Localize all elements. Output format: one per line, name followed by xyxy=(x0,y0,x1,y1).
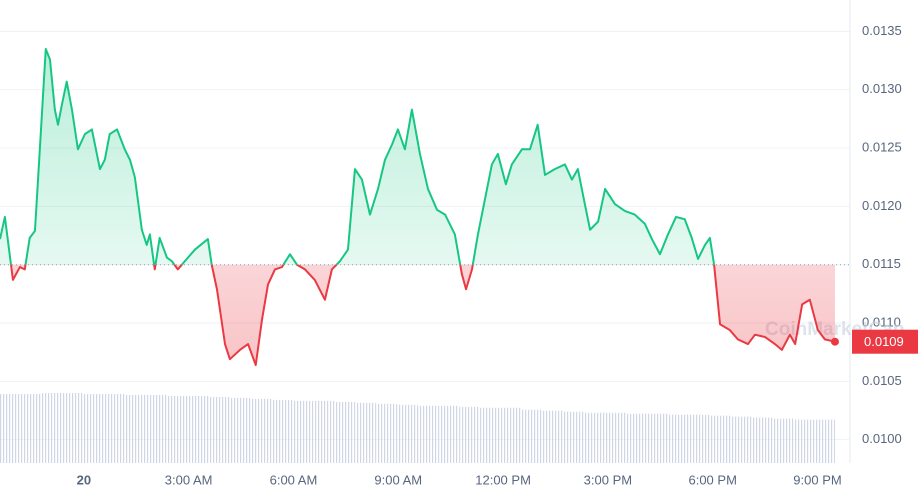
volume-bar xyxy=(417,405,439,463)
volume-bar xyxy=(772,418,794,463)
volume-bar xyxy=(375,403,397,463)
y-tick-label: 0.0135 xyxy=(862,23,902,38)
volume-bar xyxy=(208,396,230,463)
last-point xyxy=(830,337,839,346)
volume-bar xyxy=(751,417,773,463)
current-price-box xyxy=(852,329,918,354)
x-tick-label: 20 xyxy=(77,472,91,487)
volume-bar xyxy=(647,413,668,463)
volume-bar xyxy=(229,397,251,463)
volume-bar xyxy=(41,393,63,463)
y-tick-label: 0.0115 xyxy=(862,256,901,271)
volume-bar xyxy=(667,414,689,463)
volume-bar xyxy=(333,401,355,463)
area-up xyxy=(0,48,835,265)
volume-bar xyxy=(521,409,543,463)
volume-bar xyxy=(292,400,314,463)
volume-bar xyxy=(396,404,418,463)
volume-bar xyxy=(0,393,21,463)
y-tick-label: 0.0100 xyxy=(862,431,902,446)
volume-bar xyxy=(793,419,815,463)
volume-bar xyxy=(104,393,126,463)
volume-bar xyxy=(814,419,835,463)
volume-bar xyxy=(605,412,627,463)
y-tick-label: 0.0125 xyxy=(862,140,902,155)
volume-bar xyxy=(250,398,272,463)
x-tick-label: 3:00 AM xyxy=(165,472,213,487)
x-tick-label: 12:00 PM xyxy=(475,472,531,487)
x-tick-label: 9:00 PM xyxy=(793,472,841,487)
x-tick-label: 3:00 PM xyxy=(584,472,632,487)
price-line-up xyxy=(0,47,716,265)
volume-bar xyxy=(563,411,585,463)
volume-bar xyxy=(480,407,501,463)
volume-bar xyxy=(542,410,564,463)
volume-bar xyxy=(20,393,42,463)
volume-bar xyxy=(354,402,376,463)
y-tick-label: 0.0110 xyxy=(862,314,901,329)
volume-bar xyxy=(62,393,84,463)
volume-bar xyxy=(500,407,522,463)
y-tick-label: 0.0130 xyxy=(862,81,902,96)
x-tick-label: 6:00 AM xyxy=(270,472,318,487)
volume-bar xyxy=(313,400,334,463)
y-tick-label: 0.0120 xyxy=(862,198,902,213)
volume-bar xyxy=(125,394,147,463)
x-tick-label: 6:00 PM xyxy=(688,472,736,487)
volume-bar xyxy=(271,399,293,463)
y-tick-label: 0.0105 xyxy=(862,373,902,388)
volume-bar xyxy=(730,416,752,463)
volume-bar xyxy=(584,412,606,463)
volume-bar xyxy=(146,394,167,463)
volume-bar xyxy=(626,413,648,463)
x-tick-label: 9:00 AM xyxy=(374,472,422,487)
volume-bar xyxy=(166,395,188,463)
volume-bar xyxy=(688,414,710,463)
volume-bar xyxy=(438,405,460,463)
volume-bar xyxy=(187,395,209,463)
volume-bar xyxy=(459,406,481,463)
current-price-label: 0.0109 xyxy=(864,334,904,349)
volume-bar xyxy=(83,393,105,463)
area-down xyxy=(10,264,835,366)
volume-bar xyxy=(709,415,731,463)
